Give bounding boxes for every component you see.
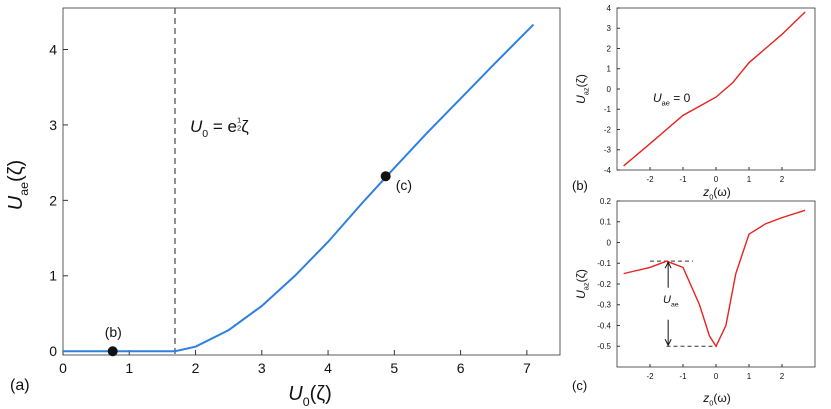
x-axis-label-part: (ω [713,185,726,199]
y-tick-label: -0.1 [597,259,611,268]
y-tick-label: 0.2 [600,197,612,206]
annotation-part: U [190,117,203,136]
y-tick-label: 2 [607,44,612,53]
plot-frame [616,200,816,368]
annotation-part: U [653,91,662,105]
x-axis-label-part: ) [727,391,731,405]
point-label: (b) [105,324,122,340]
x-tick-label: 4 [324,360,332,376]
x-tick-label: 2 [780,175,785,184]
x-axis-label-part: (ω [713,391,726,405]
x-tick-label: 0 [714,175,719,184]
annotation-part: 0 [202,128,208,140]
x-axis-label-part: U [288,383,303,405]
y-axis-label: Uaz(ζ) [574,269,591,299]
y-axis-label: Uae(ζ) [5,160,31,210]
annotation: Uae [663,294,679,308]
y-tick-label: 4 [607,4,612,13]
y-tick-label: -1 [604,105,612,114]
y-tick-label: 0 [607,85,612,94]
x-tick-label: 1 [747,175,752,184]
y-axis-label-part: U [574,290,588,299]
y-tick-label: -4 [604,166,612,175]
data-line [623,209,806,348]
x-axis-label-part: z [702,185,709,199]
x-axis-label-part: 0 [709,399,713,408]
y-tick-label: 1 [607,65,612,74]
panel-label: (c) [572,378,587,393]
y-axis-label-part: U [574,95,588,104]
y-tick-label: 3 [607,24,612,33]
annotation-part: ζ [241,117,249,136]
annotation-part: ae [662,99,670,108]
panel-label: (a) [10,377,30,394]
annotation-part: U [663,294,671,306]
y-axis-label-part: az [582,87,591,95]
x-tick-label: -1 [679,175,687,184]
annotation: U0 = e1 2ζ [190,116,249,140]
y-axis-label-part: az [582,282,591,290]
data-line [63,23,535,353]
annotation-part: 2 [237,123,241,132]
x-axis-label-part: ) [727,185,731,199]
x-tick-label: 1 [125,360,133,376]
y-axis-label-part: (ζ) [574,269,588,282]
y-tick-label: -0.3 [597,301,611,310]
y-tick-label: -2 [604,125,612,134]
x-axis-label-part: 0 [709,193,713,202]
y-tick-label: 4 [49,41,57,57]
arrow-head [664,261,672,269]
x-tick-label: 0 [59,360,67,376]
x-tick-label: 2 [192,360,200,376]
annotation-part: 1 [237,116,241,125]
x-tick-label: -2 [646,372,654,381]
x-tick-label: 0 [714,372,719,381]
x-tick-label: 3 [258,360,266,376]
y-axis-label-part: (ζ) [574,74,588,87]
x-axis-label-part: 0 [303,395,310,409]
marker-point [380,171,391,182]
x-tick-label: -2 [646,175,654,184]
x-axis-label: z0(ω) [702,391,731,408]
y-tick-label: 0.1 [600,218,612,227]
y-axis-label-part: (ζ) [5,160,27,182]
y-axis-label-part: U [5,195,27,210]
point-label: (c) [396,177,412,193]
panel-label: (b) [572,178,588,193]
x-tick-label: 7 [523,360,531,376]
x-tick-label: 2 [780,372,785,381]
annotation-part: ae [671,301,679,308]
annotation-part: = 0 [670,91,691,105]
y-tick-label: 2 [49,192,57,208]
plot-frame [62,7,561,356]
data-line [623,11,806,167]
y-tick-label: 1 [49,268,57,284]
x-axis-label-part: (ζ) [310,383,332,405]
y-tick-label: -0.2 [597,280,611,289]
x-tick-label: -1 [679,372,687,381]
x-axis-label: z0(ω) [702,185,731,202]
x-axis-label: U0(ζ) [288,383,332,409]
y-tick-label: 3 [49,117,57,133]
y-tick-label: -3 [604,146,612,155]
x-axis-label-part: z [702,391,709,405]
marker-point [107,346,118,357]
y-axis-label-part: ae [17,182,31,196]
y-tick-label: -0.4 [597,321,611,330]
x-tick-label: 6 [457,360,465,376]
y-tick-label: 0 [607,238,612,247]
y-tick-label: -0.5 [597,342,611,351]
annotation-part: = e [208,117,237,136]
annotation: Uae = 0 [653,91,691,108]
y-axis-label: Uaz(ζ) [574,74,591,104]
arrow-head [664,339,672,347]
y-tick-label: 0 [49,343,57,359]
x-tick-label: 5 [390,360,398,376]
x-tick-label: 1 [747,372,752,381]
